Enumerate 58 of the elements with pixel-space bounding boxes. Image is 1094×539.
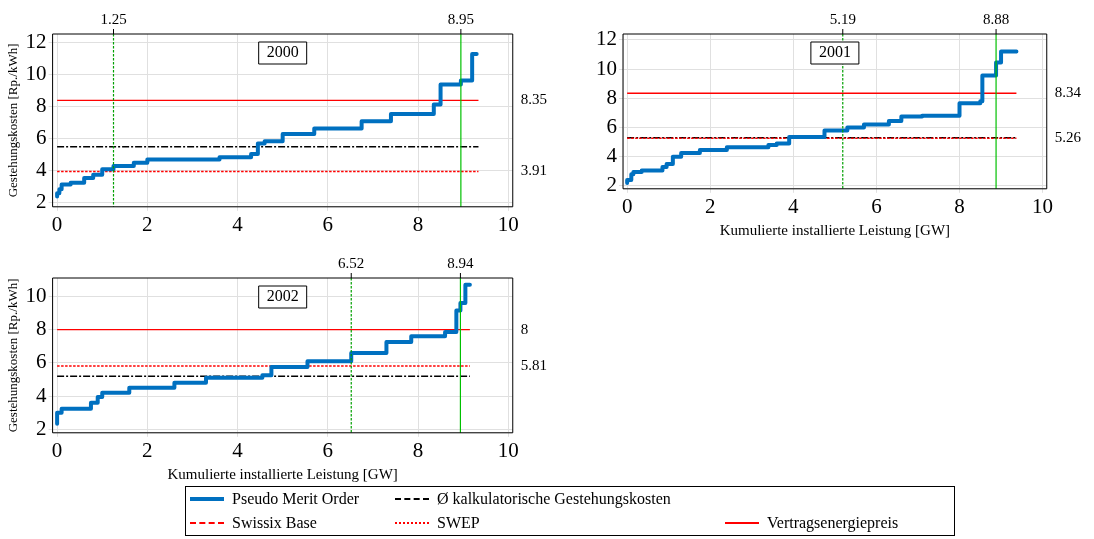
y2-tick-label: 8	[520, 320, 529, 337]
x-tick-label: 4	[232, 211, 244, 236]
y-tick-label: 6	[36, 349, 47, 374]
legend-label: Swissix Base	[232, 514, 317, 532]
legend-label: Vertragsenergiepreis	[767, 514, 899, 532]
y-tick-label: 8	[36, 92, 47, 117]
y-tick-label: 4	[36, 156, 48, 181]
ref-line-label: 8.94	[447, 255, 475, 272]
y-tick-label: 10	[25, 282, 47, 307]
y-tick-label: 4	[36, 382, 48, 407]
x-tick-label: 10	[497, 437, 519, 462]
x-axis-title: Kumulierte installierte Leistung [GW]	[167, 465, 398, 482]
x-tick-label: 2	[142, 211, 153, 236]
y-tick-label: 10	[25, 60, 47, 85]
x-tick-label: 2	[704, 193, 716, 218]
y2-tick-label: 8.34	[1054, 84, 1082, 101]
ref-line-label: 5.19	[829, 11, 856, 28]
x-tick-label: 2	[142, 437, 153, 462]
x-tick-label: 8	[954, 193, 965, 218]
y-tick-label: 12	[596, 26, 617, 51]
x-tick-label: 10	[497, 211, 519, 236]
y-tick-label: 4	[606, 143, 618, 168]
x-tick-label: 4	[232, 437, 244, 462]
y-axis-title: Gestehungskosten [Rp./kWh]	[5, 43, 21, 198]
y-tick-label: 8	[36, 316, 47, 341]
y-tick-label: 6	[606, 113, 617, 138]
x-tick-label: 8	[412, 437, 424, 462]
y2-tick-label: 3.91	[520, 162, 547, 179]
y-axis-title: Gestehungskosten [Rp./kWh]	[5, 278, 21, 433]
y-tick-label: 6	[36, 124, 47, 149]
y2-tick-label: 8.35	[520, 91, 547, 108]
x-tick-label: 0	[51, 437, 63, 462]
x-tick-label: 0	[621, 193, 633, 218]
legend-label: SWEP	[437, 514, 480, 532]
x-tick-label: 4	[788, 193, 800, 218]
x-axis-title: Kumulierte installierte Leistung [GW]	[719, 221, 951, 238]
y2-tick-label: 5.26	[1054, 129, 1082, 146]
text: 2002	[266, 287, 299, 305]
y2-tick-label: 5.81	[520, 356, 547, 373]
x-tick-label: 6	[322, 211, 334, 236]
text: 2001	[818, 43, 851, 61]
ref-line-label: 8.88	[982, 11, 1010, 28]
y-tick-label: 8	[606, 84, 617, 109]
text: 2000	[266, 43, 299, 61]
y-tick-label: 12	[25, 28, 47, 53]
y-tick-label: 10	[596, 55, 617, 80]
x-tick-label: 6	[322, 437, 334, 462]
x-tick-label: 6	[871, 193, 882, 218]
y-tick-label: 2	[606, 172, 617, 197]
legend-label: Ø kalkulatorische Gestehungskosten	[437, 490, 671, 508]
x-tick-label: 0	[51, 211, 63, 236]
x-tick-label: 10	[1032, 193, 1054, 218]
ref-line-label: 8.95	[447, 11, 474, 28]
y-tick-label: 2	[36, 415, 47, 440]
ref-line-label: 6.52	[338, 255, 365, 272]
legend-label: Pseudo Merit Order	[232, 490, 360, 508]
x-tick-label: 8	[412, 211, 424, 236]
ref-line-label: 1.25	[100, 11, 127, 28]
